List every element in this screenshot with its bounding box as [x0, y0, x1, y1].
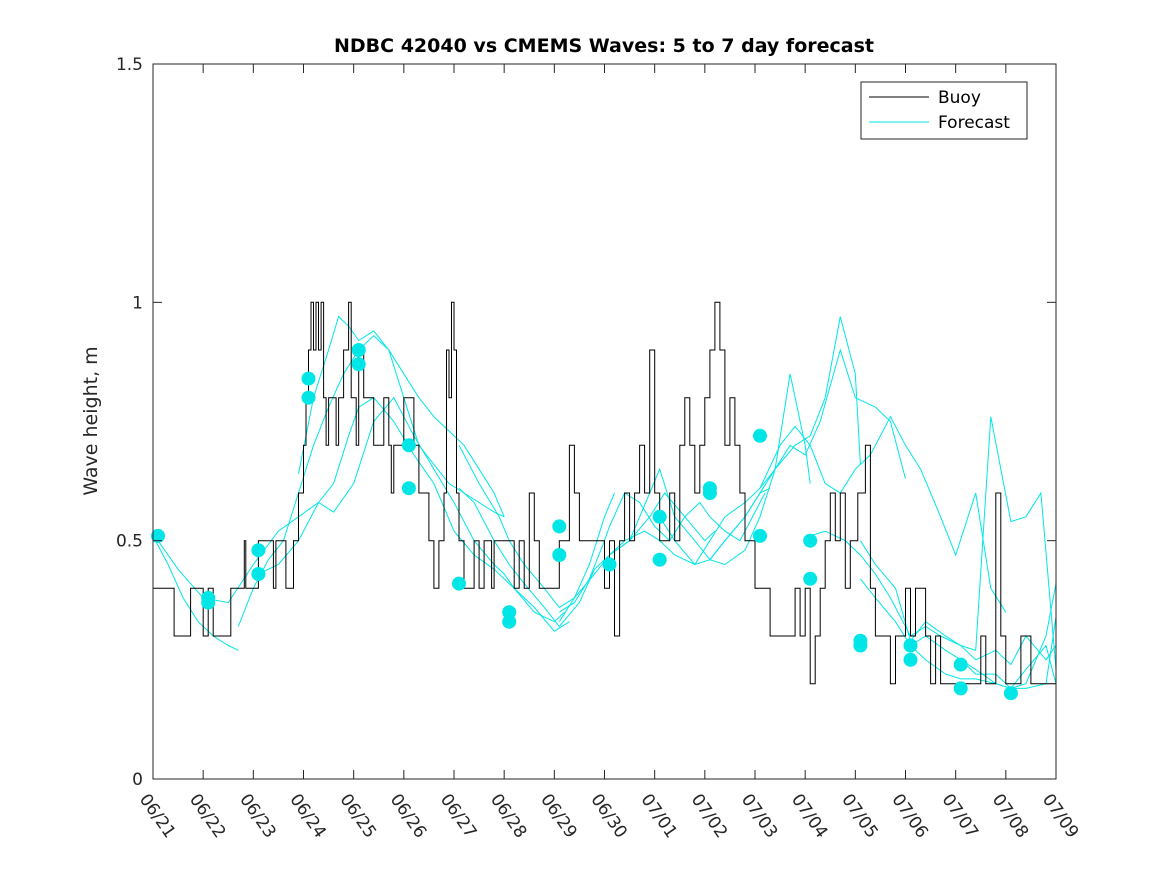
forecast-marker-9: [351, 357, 366, 372]
forecast-marker-11: [401, 481, 416, 496]
forecast-marker-27: [853, 638, 868, 653]
forecast-line-14: [810, 416, 1057, 670]
y-tick-label-1: 0.5: [116, 532, 143, 552]
forecast-marker-16: [552, 548, 567, 562]
y-axis-label: Wave height, m: [80, 346, 102, 495]
forecast-marker-8: [351, 343, 366, 357]
forecast-marker-5: [251, 567, 266, 581]
plot-area: [151, 64, 1057, 779]
buoy-line: [153, 301, 1056, 685]
forecast-marker-17: [602, 557, 617, 572]
legend-forecast-label: Forecast: [938, 113, 1010, 133]
forecast-marker-4: [251, 543, 266, 558]
forecast-marker-24: [803, 533, 818, 548]
forecast-marker-14: [502, 614, 517, 629]
forecast-marker-6: [301, 371, 316, 386]
y-tick-label-2: 1: [132, 293, 143, 313]
forecast-marker-30: [953, 657, 968, 672]
forecast-marker-31: [953, 681, 968, 696]
forecast-marker-28: [903, 638, 918, 653]
y-tick-label-0: 0: [132, 770, 143, 790]
forecast-marker-3: [201, 595, 216, 610]
forecast-line-8: [559, 492, 766, 613]
forecast-marker-7: [301, 390, 316, 405]
forecast-marker-22: [753, 428, 767, 443]
forecast-marker-12: [452, 576, 466, 591]
forecast-line-11: [659, 316, 861, 566]
legend: Buoy Forecast: [860, 81, 1028, 140]
plot-background: [153, 64, 1056, 779]
legend-box: [860, 81, 1028, 140]
forecast-marker-23: [753, 528, 767, 543]
forecast-marker-19: [652, 552, 667, 567]
forecast-marker-15: [552, 519, 567, 534]
forecast-marker-1: [151, 528, 165, 543]
forecast-line-13: [759, 415, 1007, 613]
chart-title: NDBC 42040 vs CMEMS Waves: 5 to 7 day fo…: [334, 35, 874, 57]
forecast-marker-32: [1003, 686, 1018, 701]
forecast-line-10: [609, 373, 811, 566]
y-tick-label-3: 1.5: [116, 55, 143, 75]
forecast-marker-21: [702, 486, 717, 500]
forecast-line-1: [152, 535, 239, 651]
legend-buoy-label: Buoy: [938, 88, 981, 108]
forecast-marker-10: [401, 438, 416, 453]
forecast-marker-18: [652, 509, 667, 524]
forecast-line-3: [298, 315, 505, 518]
forecast-marker-25: [803, 571, 818, 586]
forecast-marker-29: [903, 652, 918, 667]
